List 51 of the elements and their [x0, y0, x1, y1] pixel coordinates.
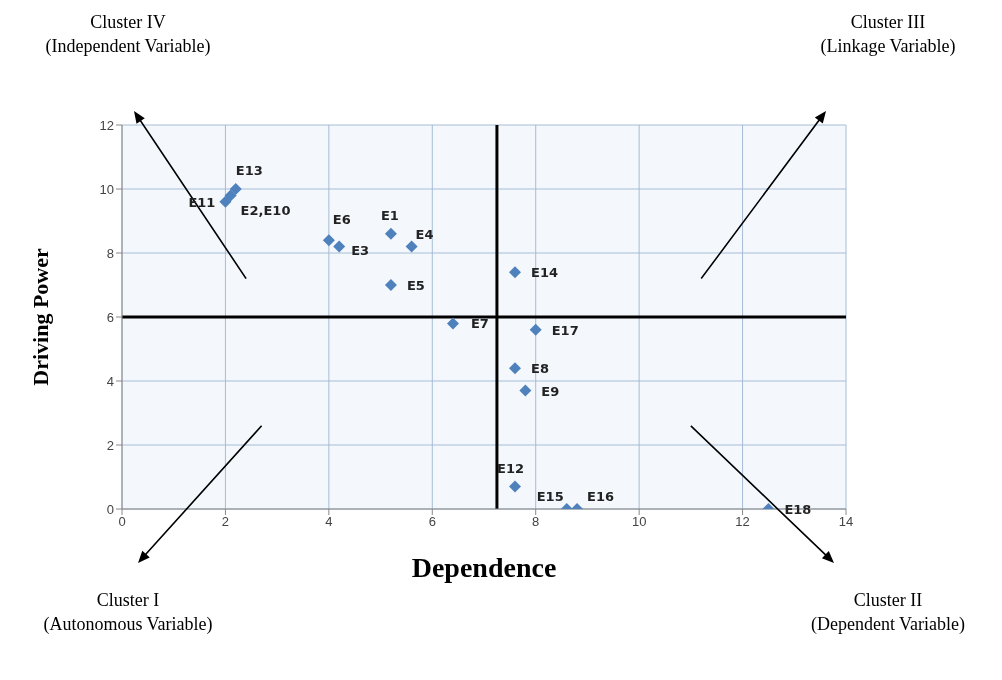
point — [229, 183, 242, 195]
point — [519, 384, 532, 397]
x-tick-label: 8 — [532, 514, 540, 530]
annotation: E15 — [536, 489, 564, 504]
point — [384, 279, 397, 291]
point — [219, 195, 232, 208]
text: Cluster III (Linkage Variable) — [820, 12, 956, 57]
point — [224, 189, 237, 202]
point — [322, 234, 335, 247]
annotation: E16 — [587, 489, 615, 504]
point — [509, 266, 522, 279]
annotation: E1 — [380, 207, 399, 223]
y-tick-label: 8 — [106, 245, 114, 261]
annotation: E7 — [470, 316, 489, 332]
point — [446, 317, 459, 330]
annotation: E9 — [541, 383, 560, 399]
y-tick-label: 6 — [106, 309, 114, 325]
annotation: E12 — [497, 460, 525, 476]
text: Cluster I (Autonomous Variable) — [43, 590, 213, 635]
annotation: E3 — [351, 242, 370, 258]
annotation: E13 — [235, 163, 263, 178]
x-tick-label: 10 — [631, 514, 647, 530]
x-tick-label: 14 — [838, 514, 854, 530]
point — [529, 323, 542, 336]
x-tick-label: 4 — [325, 514, 333, 530]
annotation: E8 — [531, 361, 549, 377]
annotation: E6 — [332, 212, 351, 228]
text: Cluster IV (Independent Variable) — [45, 12, 211, 57]
annotation: E2,E10 — [240, 203, 291, 219]
x-tick-label: 6 — [428, 514, 436, 530]
annotation: E17 — [551, 322, 579, 338]
y-tick-label: 4 — [106, 373, 114, 389]
annotation: E5 — [406, 278, 425, 293]
annotation: E18 — [784, 502, 812, 517]
text: Cluster II (Dependent Variable) — [810, 590, 966, 635]
point — [509, 480, 522, 493]
x-tick-label: 0 — [118, 514, 126, 530]
annotation: E4 — [415, 226, 434, 242]
annotation: E14 — [531, 265, 559, 281]
y-tick-label: 0 — [106, 501, 114, 517]
y-tick-label: 2 — [106, 437, 114, 453]
y-axis-title: Driving Power — [27, 248, 53, 386]
point — [384, 227, 397, 240]
x-axis-title: Dependence — [411, 552, 557, 583]
point — [509, 362, 522, 375]
x-tick-label: 12 — [735, 514, 750, 530]
point — [405, 240, 418, 253]
y-tick-label: 12 — [99, 117, 114, 133]
x-tick-label: 2 — [221, 514, 230, 530]
y-tick-label: 10 — [99, 181, 114, 197]
point — [333, 240, 346, 253]
